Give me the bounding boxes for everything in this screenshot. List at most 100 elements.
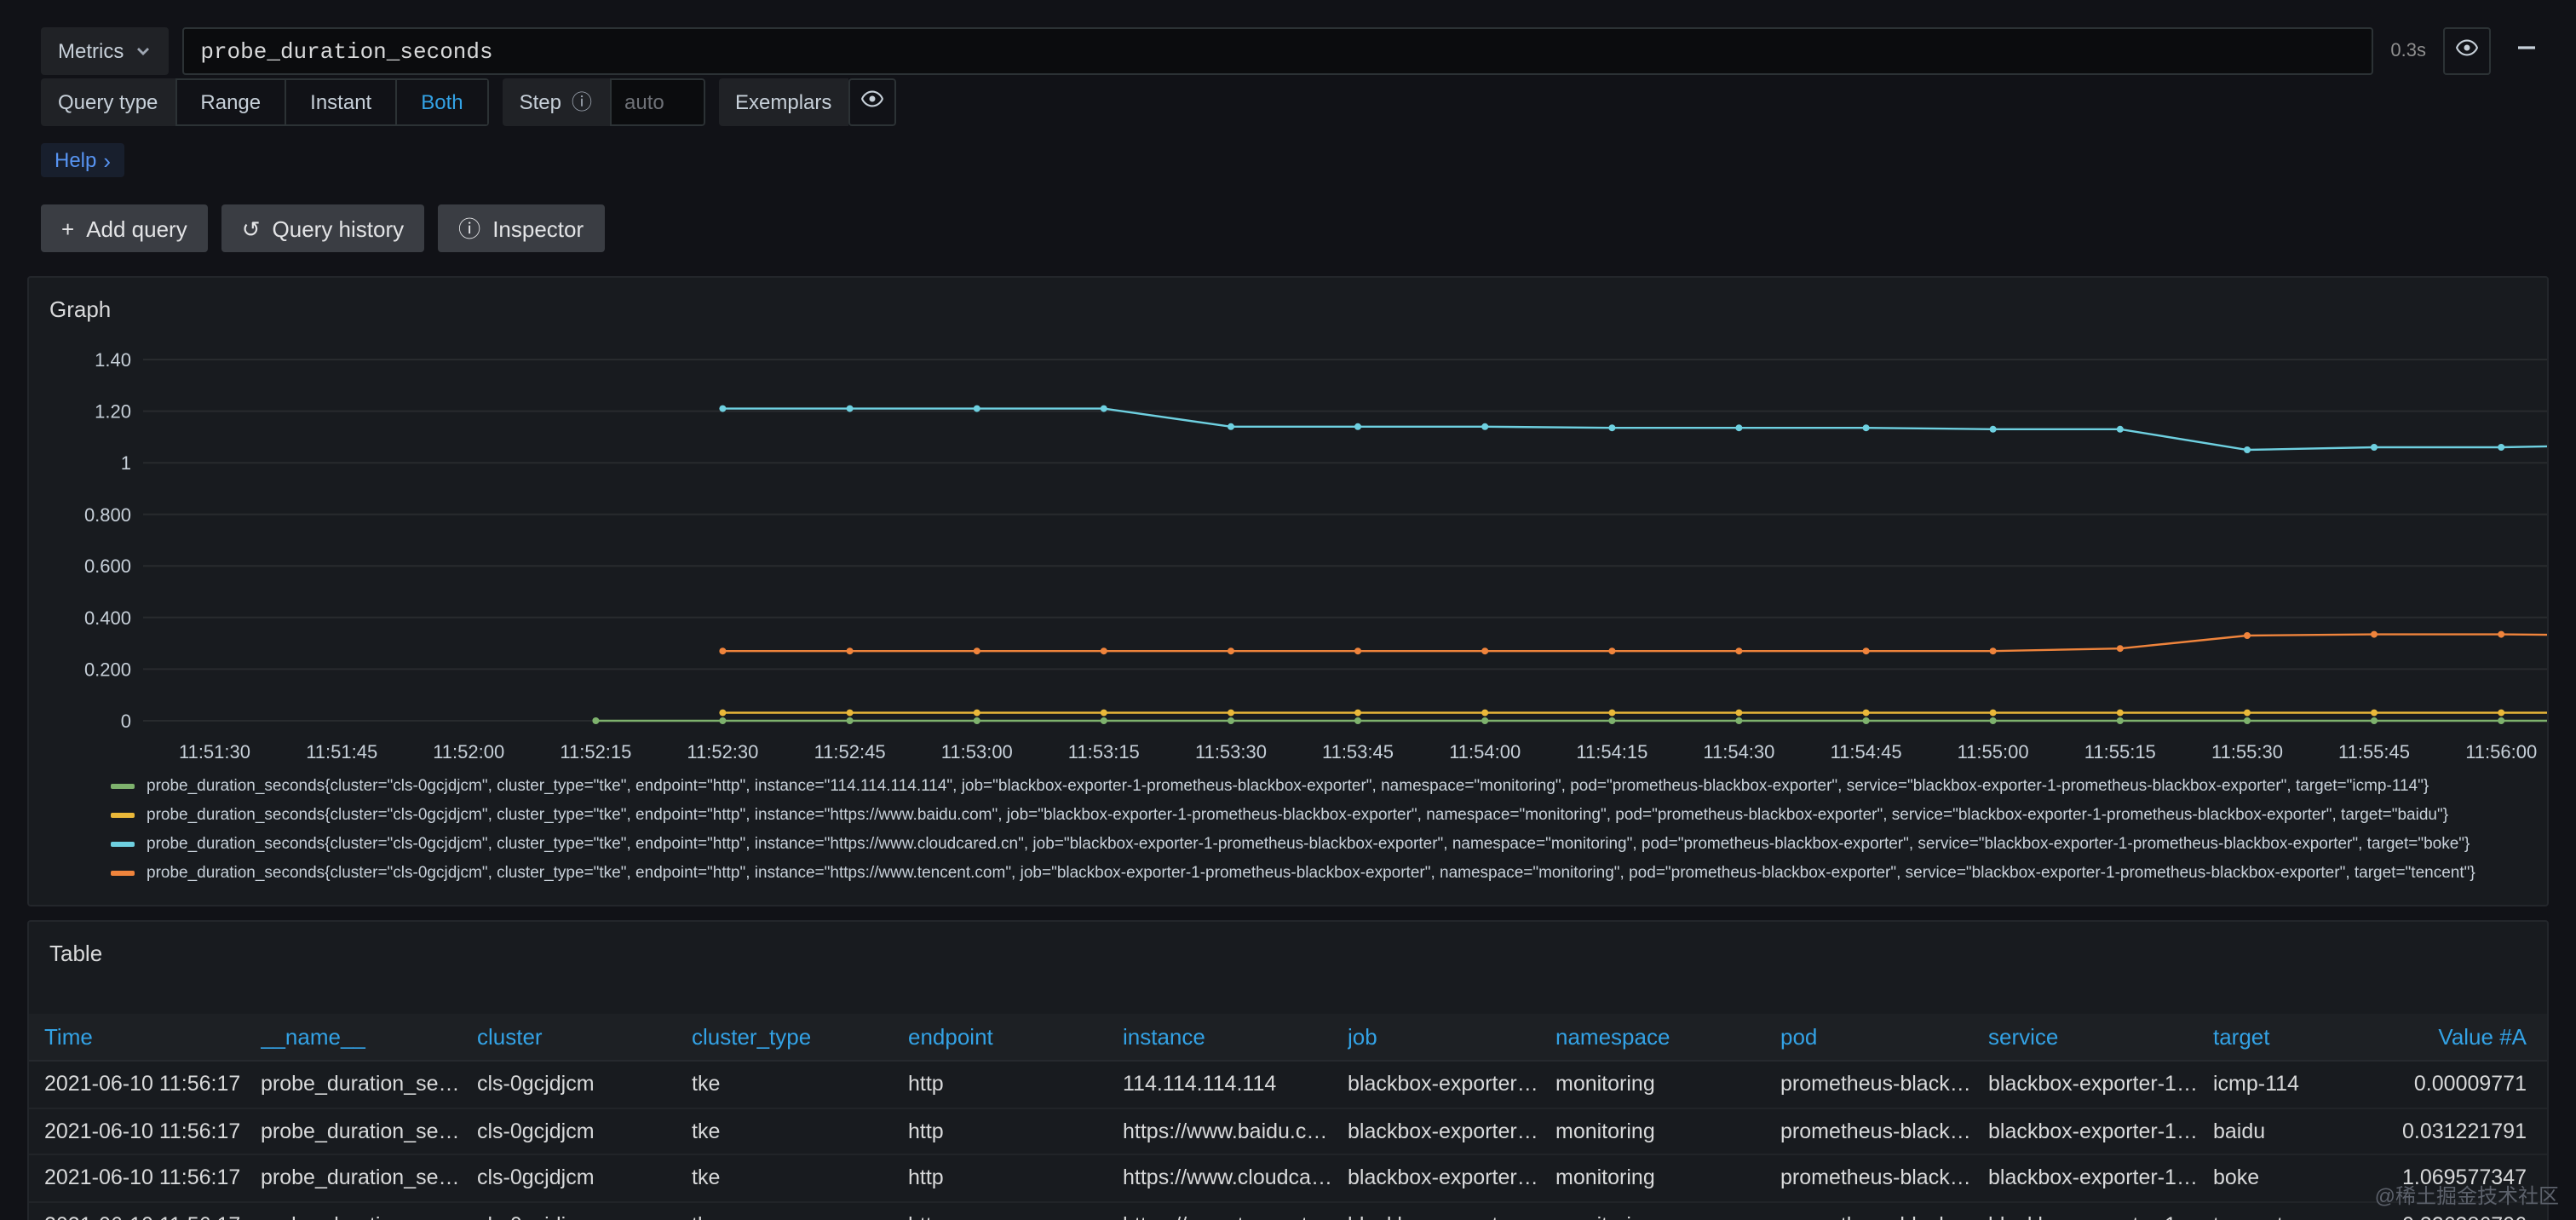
table-cell: http <box>908 1119 944 1143</box>
graph-canvas[interactable]: 0 0.200 0.400 0.600 0.800 1 1.20 1.40 11:51:30 11… <box>49 339 2549 768</box>
table-cell: prometheus-blackbox-... <box>1780 1165 1988 1190</box>
help-row: Help › <box>41 143 2549 177</box>
table-header-target[interactable]: target <box>2213 1024 2270 1050</box>
exemplars-label: Exemplars <box>718 78 849 126</box>
svg-text:0.800: 0.800 <box>84 504 131 526</box>
step-input[interactable] <box>609 78 704 126</box>
table-header-pod[interactable]: pod <box>1780 1024 1818 1050</box>
chevron-right-icon: › <box>103 147 112 173</box>
preview-toggle-button[interactable] <box>2443 27 2491 75</box>
datasource-button[interactable]: Metrics <box>41 27 169 75</box>
legend-series-swatch <box>111 784 135 789</box>
table-header-endpoint[interactable]: endpoint <box>908 1024 993 1050</box>
table-cell: monitoring <box>1555 1072 1655 1096</box>
table-cell: probe_duration_secon... <box>261 1072 477 1096</box>
table-panel-title: Table <box>49 941 103 966</box>
table-cell: prometheus-blackbox-... <box>1780 1213 1988 1220</box>
table-cell: baidu <box>2213 1119 2266 1143</box>
query-row: Metrics 0.3s <box>41 27 2549 75</box>
table-cell: https://www.baidu.com <box>1123 1119 1337 1143</box>
table-header-row: Time __name__ cluster cluster_type endpoint i… <box>29 1014 2547 1062</box>
add-query-label: Add query <box>86 216 187 241</box>
table-cell: tke <box>692 1165 721 1190</box>
table-header-cluster-type[interactable]: cluster_type <box>692 1024 812 1050</box>
svg-text:11:54:15: 11:54:15 <box>1576 741 1647 762</box>
query-type-range[interactable]: Range <box>175 78 287 126</box>
table-header-namespace[interactable]: namespace <box>1555 1024 1670 1050</box>
table-header-instance[interactable]: instance <box>1123 1024 1205 1050</box>
svg-text:11:54:00: 11:54:00 <box>1449 741 1521 762</box>
legend-item[interactable]: probe_duration_seconds{cluster="cls-0gcj… <box>111 772 2527 801</box>
table-cell: 0.00009771 <box>2413 1072 2527 1096</box>
table-cell: 0.326386706 <box>2377 1213 2547 1220</box>
inspector-button[interactable]: ⓘ Inspector <box>438 204 605 252</box>
table-cell: https://www.cloudcar... <box>1123 1165 1335 1190</box>
table-cell: blackbox-exporter-1-p... <box>1988 1213 2213 1220</box>
query-history-label: Query history <box>272 216 405 241</box>
query-type-label: Query type <box>41 78 175 126</box>
table-cell: probe_duration_secon... <box>261 1119 477 1143</box>
table-cell: monitoring <box>1555 1213 1780 1220</box>
table-header-value-a[interactable]: Value #A <box>2438 1024 2527 1050</box>
step-label: Step ⓘ <box>502 78 609 126</box>
legend-item[interactable]: probe_duration_seconds{cluster="cls-0gcj… <box>111 801 2527 830</box>
collapse-query-button[interactable] <box>2504 27 2549 75</box>
actions-row: + Add query ↺ Query history ⓘ Inspector <box>41 204 2549 252</box>
table-row: 2021-06-10 11:56:17probe_duration_secon.… <box>29 1202 2547 1220</box>
query-history-button[interactable]: ↺ Query history <box>221 204 425 252</box>
legend-series-label: probe_duration_seconds{cluster="cls-0gcj… <box>147 777 2429 796</box>
table-cell: cls-0gcjdjcm <box>477 1213 692 1220</box>
table-cell: monitoring <box>1555 1119 1655 1143</box>
help-link[interactable]: Help › <box>41 143 125 177</box>
query-latency: 0.3s <box>2390 41 2426 61</box>
legend-series-swatch <box>111 842 135 847</box>
plus-icon: + <box>61 216 75 241</box>
svg-text:11:55:00: 11:55:00 <box>1958 741 2029 762</box>
legend-series-label: probe_duration_seconds{cluster="cls-0gcj… <box>147 835 2470 854</box>
exemplars-toggle-button[interactable] <box>848 78 897 126</box>
table-cell: cls-0gcjdjcm <box>477 1072 595 1096</box>
svg-text:0.400: 0.400 <box>84 607 131 629</box>
graph-panel-title: Graph <box>49 296 112 322</box>
legend-item[interactable]: probe_duration_seconds{cluster="cls-0gcj… <box>111 859 2527 888</box>
query-type-both[interactable]: Both <box>397 78 489 126</box>
table-cell: 2021-06-10 11:56:17 <box>44 1119 241 1143</box>
table-cell: blackbox-exporter-1-p... <box>1348 1165 1555 1190</box>
table-row: 2021-06-10 11:56:17 probe_duration_secon.… <box>29 1108 2547 1155</box>
table-cell: cls-0gcjdjcm <box>477 1119 595 1143</box>
svg-text:11:53:15: 11:53:15 <box>1068 741 1140 762</box>
svg-text:11:52:00: 11:52:00 <box>433 741 504 762</box>
minus-icon <box>2515 35 2539 67</box>
query-type-buttons: Range Instant Both <box>175 78 489 126</box>
table-cell: tencent <box>2213 1213 2377 1220</box>
table-cell: 114.114.114.114 <box>1123 1072 1277 1096</box>
query-input[interactable] <box>181 27 2374 75</box>
table-cell: icmp-114 <box>2213 1072 2299 1096</box>
legend-item[interactable]: probe_duration_seconds{cluster="cls-0gcj… <box>111 830 2527 859</box>
table-header-time[interactable]: Time <box>44 1024 93 1050</box>
add-query-button[interactable]: + Add query <box>41 204 208 252</box>
graph-legend: probe_duration_seconds{cluster="cls-0gcj… <box>29 768 2547 905</box>
table-cell: blackbox-exporter-1-p... <box>1348 1072 1555 1096</box>
table-header-service[interactable]: service <box>1988 1024 2059 1050</box>
chevron-down-icon <box>134 43 151 60</box>
table-cell: tke <box>692 1213 908 1220</box>
query-type-instant[interactable]: Instant <box>286 78 398 126</box>
table-cell: boke <box>2213 1165 2260 1190</box>
table-header-cluster[interactable]: cluster <box>477 1024 543 1050</box>
table-header-job[interactable]: job <box>1348 1024 1377 1050</box>
svg-text:11:54:45: 11:54:45 <box>1831 741 1902 762</box>
table-cell: blackbox-exporter-1-p... <box>1988 1072 2213 1096</box>
table-cell: 2021-06-10 11:56:17 <box>44 1165 241 1190</box>
inspector-label: Inspector <box>492 216 584 241</box>
eye-icon <box>2455 35 2479 67</box>
svg-text:11:55:15: 11:55:15 <box>2084 741 2156 762</box>
table-cell: blackbox-exporter-1-p... <box>1348 1119 1555 1143</box>
svg-text:11:53:00: 11:53:00 <box>941 741 1013 762</box>
table-header--name-[interactable]: __name__ <box>261 1024 365 1050</box>
graph-panel: Graph 0 0.200 0.400 0.600 0.800 1 1.20 1.40 11:5… <box>27 276 2549 906</box>
